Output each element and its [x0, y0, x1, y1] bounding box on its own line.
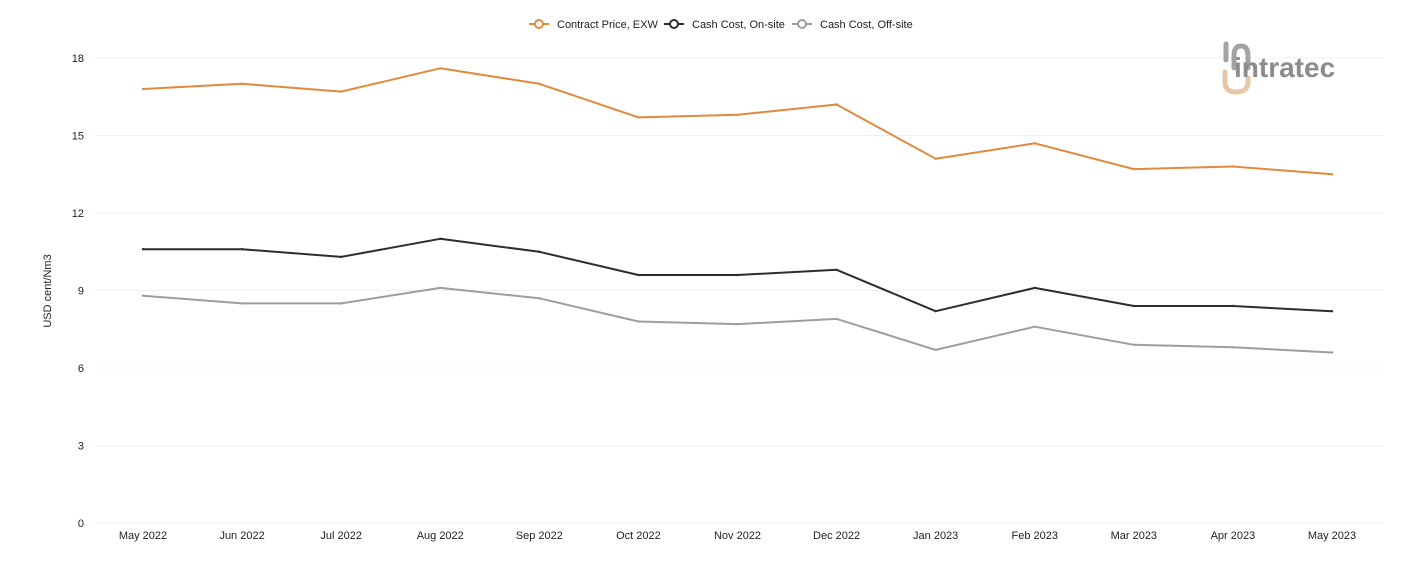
data-point	[1231, 346, 1235, 349]
data-point	[141, 294, 145, 297]
data-point	[439, 237, 442, 241]
data-point	[934, 157, 937, 160]
data-point	[240, 302, 244, 305]
data-point	[637, 116, 640, 119]
legend-marker	[669, 19, 679, 29]
data-point	[835, 268, 838, 272]
data-point	[835, 317, 838, 321]
legend-label: Contract Price, EXW	[557, 19, 658, 31]
legend-item: Contract Price, EXW	[529, 19, 658, 31]
x-tick-label: Apr 2023	[1211, 530, 1256, 542]
series-line-2	[142, 286, 1333, 354]
data-point	[339, 302, 343, 305]
legend: Contract Price, EXW Cash Cost, On-site Cas…	[529, 19, 913, 31]
data-point	[1033, 286, 1036, 290]
x-tick-label: Aug 2022	[417, 530, 464, 542]
data-point	[240, 247, 244, 251]
intratec-logo-text: intratec	[1234, 52, 1335, 83]
legend-item: Cash Cost, On-site	[664, 19, 785, 31]
series-lines	[141, 67, 1334, 354]
data-point	[736, 273, 739, 277]
data-point	[1330, 309, 1334, 313]
x-tick-label: Jul 2022	[320, 530, 362, 542]
x-tick-label: May 2022	[119, 530, 167, 542]
data-point	[141, 87, 145, 91]
legend-label: Cash Cost, Off-site	[820, 19, 913, 31]
intratec-logo-icon	[1222, 41, 1251, 95]
data-point	[240, 82, 244, 86]
data-point	[1231, 165, 1235, 168]
legend-label: Cash Cost, On-site	[692, 19, 785, 31]
data-point	[439, 286, 442, 290]
data-point	[1330, 351, 1334, 354]
x-tick-label: Nov 2022	[714, 530, 761, 542]
data-point	[1132, 167, 1136, 171]
data-point	[736, 113, 739, 117]
data-point	[934, 309, 937, 313]
y-tick-label: 12	[72, 208, 84, 220]
data-point	[141, 247, 145, 251]
y-tick-label: 18	[72, 53, 84, 65]
data-point	[538, 297, 541, 300]
data-point	[835, 103, 838, 106]
x-tick-label: Jun 2022	[219, 530, 264, 542]
x-tick-label: Mar 2023	[1111, 530, 1157, 542]
series-line-0	[142, 67, 1333, 176]
data-point	[538, 82, 541, 86]
x-tick-label: Jan 2023	[913, 530, 958, 542]
x-tick-label: May 2023	[1308, 530, 1356, 542]
data-point	[1330, 173, 1334, 176]
x-axis-ticks: May 2022 Jun 2022 Jul 2022 Aug 2022 Sep 2022…	[119, 530, 1356, 542]
x-tick-label: Feb 2023	[1012, 530, 1058, 542]
legend-item: Cash Cost, Off-site	[792, 19, 913, 31]
data-point	[637, 320, 640, 323]
data-point	[1231, 304, 1235, 308]
y-tick-label: 9	[78, 286, 84, 298]
y-tick-label: 6	[78, 363, 84, 375]
data-point	[339, 90, 343, 93]
y-tick-label: 3	[78, 441, 84, 453]
data-point	[339, 255, 343, 259]
legend-marker	[534, 19, 544, 29]
gridlines	[95, 57, 1384, 524]
y-tick-label: 0	[78, 518, 84, 530]
data-point	[736, 322, 739, 326]
data-point	[439, 67, 442, 70]
intratec-logo: intratec	[1222, 41, 1335, 95]
data-point	[637, 273, 640, 277]
data-point	[538, 250, 541, 253]
data-point	[1132, 304, 1136, 308]
x-tick-label: Dec 2022	[813, 530, 860, 542]
data-point	[934, 348, 937, 352]
x-tick-label: Sep 2022	[516, 530, 563, 542]
data-point	[1132, 343, 1136, 346]
data-point	[1033, 325, 1036, 328]
data-point	[1033, 142, 1036, 145]
x-tick-label: Oct 2022	[616, 530, 661, 542]
y-axis-ticks: 0 3 6 9 12 15 18	[72, 53, 84, 530]
legend-marker	[797, 19, 807, 29]
y-axis-label: USD cent/Nm3	[42, 254, 54, 327]
y-tick-label: 15	[72, 131, 84, 143]
